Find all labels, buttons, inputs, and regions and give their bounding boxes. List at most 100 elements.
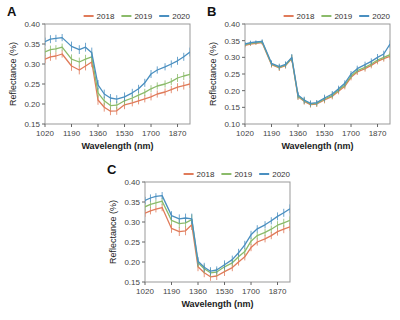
series-line	[45, 47, 190, 105]
series	[245, 39, 390, 106]
x-tick	[98, 124, 99, 127]
series	[145, 198, 290, 277]
y-tick	[142, 202, 145, 203]
y-tick-label: 0.35	[124, 198, 140, 207]
x-axis-label: Wavelength (nm)	[81, 141, 153, 151]
y-tick	[242, 57, 245, 58]
legend-swatch	[221, 173, 231, 175]
series-line	[45, 38, 190, 100]
panel: 1020119013601530170018700.100.150.200.25…	[207, 4, 391, 151]
x-tick	[298, 124, 299, 127]
y-tick-label: 0.30	[24, 60, 40, 69]
x-tick	[224, 282, 225, 285]
y-tick-label: 0.40	[24, 20, 40, 29]
y-tick-label: 0.20	[24, 100, 40, 109]
y-tick	[42, 84, 45, 85]
legend-swatch	[159, 15, 169, 17]
y-tick-label: 0.35	[24, 40, 40, 49]
x-tick-label: 1360	[289, 129, 307, 138]
plot-frame	[245, 24, 390, 124]
legend-swatch	[121, 15, 131, 17]
y-tick	[242, 74, 245, 75]
series	[45, 44, 190, 110]
plot-area	[245, 39, 390, 107]
x-tick-label: 1530	[216, 287, 234, 296]
legend: 2018 2019 2020	[284, 12, 391, 21]
y-tick	[242, 24, 245, 25]
x-axis-label: Wavelength (nm)	[181, 299, 253, 309]
plot-area	[145, 192, 290, 281]
error-bar	[310, 101, 311, 107]
x-tick-label: 1700	[242, 287, 260, 296]
series	[45, 34, 190, 103]
panel: 1020119013601530170018700.150.200.250.30…	[107, 162, 291, 309]
y-tick-label: 0.25	[24, 80, 40, 89]
x-tick	[277, 282, 278, 285]
x-tick-label: 1020	[36, 129, 54, 138]
y-tick	[42, 124, 45, 125]
x-tick-label: 1700	[342, 129, 360, 138]
legend-item: 2019	[121, 12, 152, 21]
legend-label: 2020	[172, 12, 190, 21]
series-line	[145, 208, 290, 277]
plot-frame	[45, 24, 190, 124]
y-axis-label: Reflectance (%)	[8, 42, 18, 106]
series	[145, 192, 290, 275]
y-tick-label: 0.40	[124, 178, 140, 187]
x-tick-label: 1870	[369, 129, 387, 138]
x-tick-label: 1360	[189, 287, 207, 296]
y-tick-label: 0.25	[224, 70, 240, 79]
legend-item: 2019	[221, 170, 252, 179]
x-tick-label: 1020	[136, 287, 154, 296]
legend: 2018 2019 2020	[84, 12, 191, 21]
legend-item: 2018	[84, 12, 115, 21]
y-tick	[242, 107, 245, 108]
series-line	[145, 201, 290, 273]
legend-item: 2018	[184, 170, 215, 179]
legend-label: 2019	[234, 170, 252, 179]
x-tick	[151, 124, 152, 127]
legend-item: 2020	[259, 170, 290, 179]
y-tick-label: 0.25	[124, 238, 140, 247]
legend-label: 2018	[297, 12, 315, 21]
series-line	[245, 42, 390, 104]
series-line	[245, 41, 390, 103]
legend: 2018 2019 2020	[184, 170, 291, 179]
x-tick-label: 1530	[316, 129, 334, 138]
panel-label: C	[107, 162, 117, 177]
y-tick	[142, 262, 145, 263]
legend-swatch	[84, 15, 94, 17]
legend-label: 2020	[372, 12, 390, 21]
x-tick	[351, 124, 352, 127]
x-axis-label: Wavelength (nm)	[281, 141, 353, 151]
y-tick	[42, 24, 45, 25]
x-tick-label: 1360	[89, 129, 107, 138]
legend-swatch	[359, 15, 369, 17]
x-tick	[251, 282, 252, 285]
error-bar	[324, 96, 325, 103]
y-tick-label: 0.20	[224, 87, 240, 96]
x-tick	[271, 124, 272, 127]
legend-swatch	[321, 15, 331, 17]
y-tick-label: 0.15	[224, 103, 240, 112]
y-tick-label: 0.10	[224, 120, 240, 129]
y-tick-label: 0.30	[124, 218, 140, 227]
y-tick-label: 0.15	[124, 278, 140, 287]
legend-label: 2020	[272, 170, 290, 179]
y-tick	[42, 44, 45, 45]
legend-label: 2018	[97, 12, 115, 21]
legend-swatch	[259, 173, 269, 175]
x-tick-label: 1190	[63, 129, 81, 138]
legend-item: 2019	[321, 12, 352, 21]
legend-label: 2019	[334, 12, 352, 21]
x-tick	[324, 124, 325, 127]
y-tick	[242, 40, 245, 41]
x-tick-label: 1190	[163, 287, 181, 296]
panel-label: A	[7, 4, 17, 19]
legend-label: 2018	[197, 170, 215, 179]
y-tick	[142, 282, 145, 283]
plot-area	[45, 34, 190, 115]
y-tick	[242, 124, 245, 125]
x-tick	[377, 124, 378, 127]
y-tick	[242, 90, 245, 91]
